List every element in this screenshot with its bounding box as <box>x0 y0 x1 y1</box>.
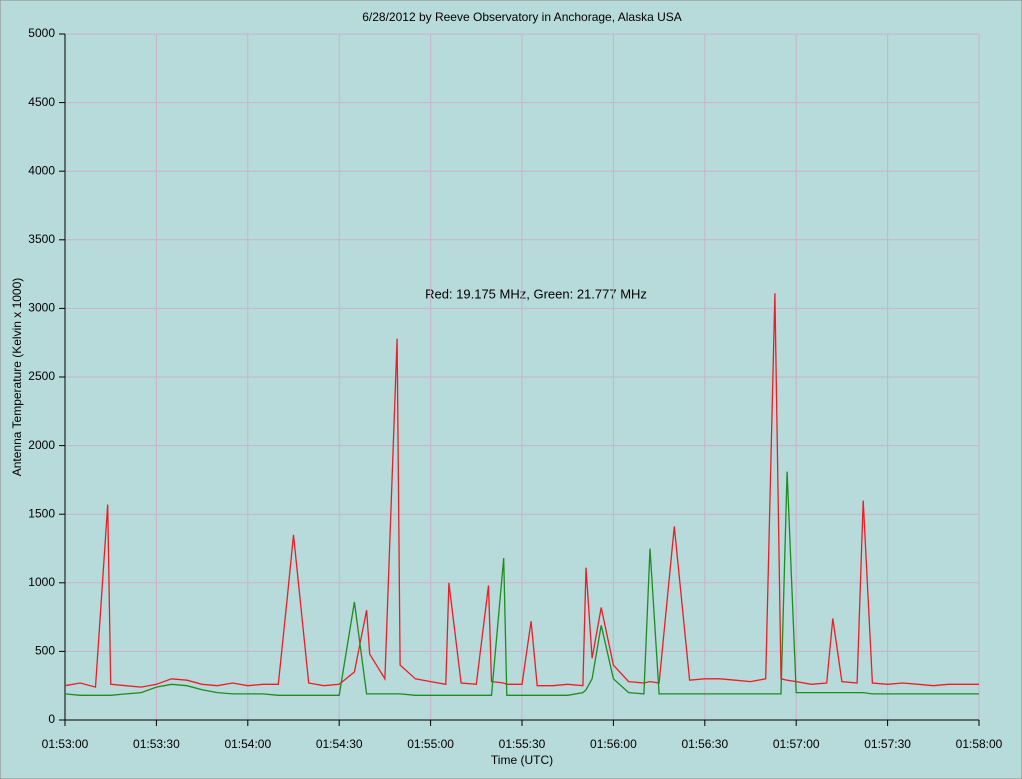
chart-title: 6/28/2012 by Reeve Observatory in Anchor… <box>362 10 682 24</box>
y-tick-label: 1000 <box>28 575 55 589</box>
y-tick-label: 0 <box>48 712 55 726</box>
x-tick-label: 01:57:30 <box>864 737 911 751</box>
y-tick-label: 4000 <box>28 163 55 177</box>
x-tick-label: 01:56:00 <box>590 737 637 751</box>
series-line <box>64 471 979 696</box>
y-tick-label: 1500 <box>28 506 55 520</box>
y-tick-label: 2500 <box>28 369 55 383</box>
y-tick-label: 4500 <box>28 95 55 109</box>
x-tick-label: 01:54:00 <box>224 737 271 751</box>
y-axis-label: Antenna Temperature (Kelvin x 1000) <box>10 278 24 477</box>
x-tick-label: 01:55:00 <box>407 737 454 751</box>
y-tick-label: 3000 <box>28 301 55 315</box>
x-tick-label: 01:57:00 <box>773 737 820 751</box>
x-axis-label: Time (UTC) <box>491 753 553 767</box>
series-line <box>64 293 979 688</box>
x-tick-label: 01:55:30 <box>499 737 546 751</box>
x-tick-label: 01:58:00 <box>956 737 1003 751</box>
x-tick-label: 01:56:30 <box>681 737 728 751</box>
x-tick-label: 01:53:30 <box>133 737 180 751</box>
annotation: Red: 19.175 MHz, Green: 21.777 MHz <box>425 286 647 301</box>
y-tick-label: 2000 <box>28 438 55 452</box>
y-tick-label: 3500 <box>28 232 55 246</box>
x-tick-label: 01:54:30 <box>316 737 363 751</box>
x-tick-label: 01:53:00 <box>42 737 89 751</box>
y-tick-label: 5000 <box>28 26 55 40</box>
y-tick-label: 500 <box>35 644 55 658</box>
